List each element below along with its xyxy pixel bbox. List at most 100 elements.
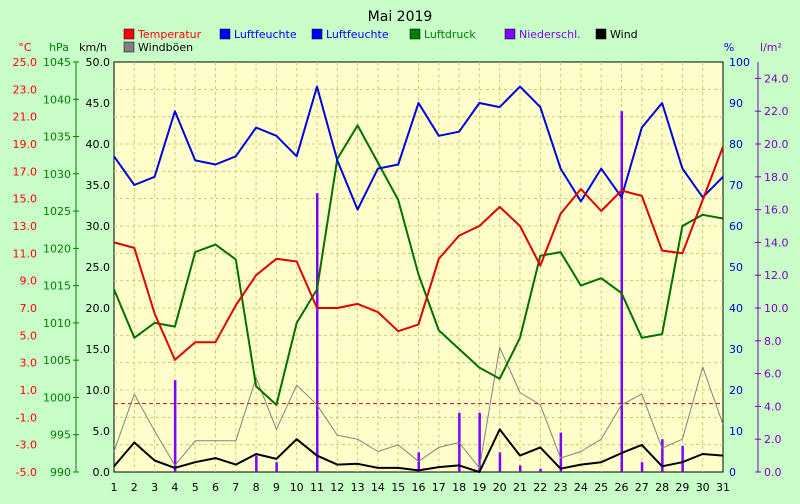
wind-axis-unit: km/h [79, 41, 107, 54]
precip-bar [539, 468, 542, 472]
temp-tick-label: 9.0 [20, 275, 38, 288]
x-tick-label: 19 [472, 481, 486, 494]
humidity-tick-label: 90 [729, 97, 743, 110]
precip-tick-label: 8.0 [764, 335, 782, 348]
precip-bar [640, 462, 644, 472]
x-tick-label: 11 [310, 481, 324, 494]
humidity-tick-label: 80 [729, 138, 743, 151]
x-tick-label: 2 [131, 481, 138, 494]
wind-tick-label: 10.0 [86, 384, 111, 397]
wind-tick-label: 20.0 [86, 302, 111, 315]
precip-bar [681, 445, 684, 472]
temp-tick-label: 15.0 [13, 193, 38, 206]
x-tick-label: 14 [371, 481, 385, 494]
legend-label: Luftdruck [424, 28, 476, 41]
humidity-tick-label: 50 [729, 261, 743, 274]
temp-tick-label: 25.0 [13, 56, 38, 69]
legend-swatch [409, 28, 421, 40]
pressure-tick-label: 990 [50, 466, 71, 479]
temp-tick-label: -1.0 [16, 411, 37, 424]
precip-tick-label: 22.0 [764, 105, 789, 118]
humidity-tick-label: 0 [729, 466, 736, 479]
x-tick-label: 1 [111, 481, 118, 494]
x-tick-label: 29 [675, 481, 689, 494]
legend-label: Windböen [138, 41, 193, 54]
x-tick-label: 31 [716, 481, 730, 494]
humidity-tick-label: 10 [729, 425, 743, 438]
precip-bar [498, 452, 502, 472]
x-tick-label: 9 [273, 481, 280, 494]
legend-label: Niederschl. [519, 28, 581, 41]
pressure-tick-label: 1025 [43, 205, 71, 218]
wind-tick-label: 40.0 [86, 138, 111, 151]
x-tick-label: 12 [330, 481, 344, 494]
pressure-axis-unit: hPa [49, 41, 69, 54]
precip-tick-label: 14.0 [764, 236, 789, 249]
humidity-tick-label: 30 [729, 343, 743, 356]
x-tick-label: 17 [432, 481, 446, 494]
wind-tick-label: 15.0 [86, 343, 111, 356]
x-tick-label: 20 [493, 481, 507, 494]
precip-bar [661, 439, 664, 472]
x-tick-label: 16 [412, 481, 426, 494]
precip-axis-unit: l/m² [760, 41, 782, 54]
legend-label: Temperatur [137, 28, 202, 41]
wind-tick-label: 50.0 [86, 56, 111, 69]
precip-bar [255, 455, 258, 472]
precip-tick-label: 24.0 [764, 72, 789, 85]
x-tick-label: 26 [615, 481, 629, 494]
x-tick-label: 15 [391, 481, 405, 494]
temp-tick-label: 13.0 [13, 220, 38, 233]
x-tick-label: 27 [635, 481, 649, 494]
pressure-tick-label: 1045 [43, 56, 71, 69]
legend-swatch [219, 28, 231, 40]
pressure-tick-label: 1035 [43, 131, 71, 144]
series-line-windböen [113, 346, 724, 469]
x-tick-label: 22 [533, 481, 547, 494]
x-tick-label: 21 [513, 481, 527, 494]
x-tick-label: 28 [655, 481, 669, 494]
legend-swatch [595, 28, 607, 40]
temp-tick-label: 17.0 [13, 165, 38, 178]
pressure-tick-label: 995 [50, 429, 71, 442]
precip-tick-label: 0.0 [764, 466, 782, 479]
wind-tick-label: 25.0 [86, 261, 111, 274]
precip-bar [620, 111, 623, 472]
precip-bar [316, 193, 319, 472]
humidity-tick-label: 60 [729, 220, 743, 233]
x-tick-label: 5 [192, 481, 199, 494]
x-tick-label: 30 [696, 481, 710, 494]
precip-bar [478, 412, 481, 472]
precip-tick-label: 18.0 [764, 171, 789, 184]
temp-tick-label: -3.0 [16, 439, 37, 452]
precip-tick-label: 2.0 [764, 433, 782, 446]
precip-tick-label: 4.0 [764, 400, 782, 413]
wind-tick-label: 35.0 [86, 179, 111, 192]
series-line-luftdruck [113, 124, 724, 406]
humidity-axis-unit: % [724, 41, 734, 54]
temp-tick-label: 5.0 [20, 329, 38, 342]
precip-bar [559, 432, 563, 472]
pressure-tick-label: 1005 [43, 354, 71, 367]
x-tick-label: 3 [151, 481, 158, 494]
x-tick-label: 13 [351, 481, 365, 494]
series-line-luftfeuchte [113, 85, 724, 211]
x-tick-label: 18 [452, 481, 466, 494]
humidity-tick-label: 100 [729, 56, 750, 69]
x-tick-label: 8 [253, 481, 260, 494]
pressure-tick-label: 1030 [43, 168, 71, 181]
temp-tick-label: 23.0 [13, 83, 38, 96]
pressure-tick-label: 1000 [43, 391, 71, 404]
temp-axis-unit: °C [18, 41, 32, 54]
precip-bar [519, 465, 522, 472]
legend-label: Luftfeuchte [326, 28, 389, 41]
precip-bar [173, 380, 177, 472]
x-tick-label: 24 [574, 481, 588, 494]
pressure-tick-label: 1040 [43, 93, 71, 106]
temp-tick-label: 1.0 [20, 384, 38, 397]
wind-tick-label: 45.0 [86, 97, 111, 110]
pressure-tick-label: 1010 [43, 317, 71, 330]
wind-tick-label: 5.0 [93, 425, 111, 438]
precip-tick-label: 10.0 [764, 302, 789, 315]
